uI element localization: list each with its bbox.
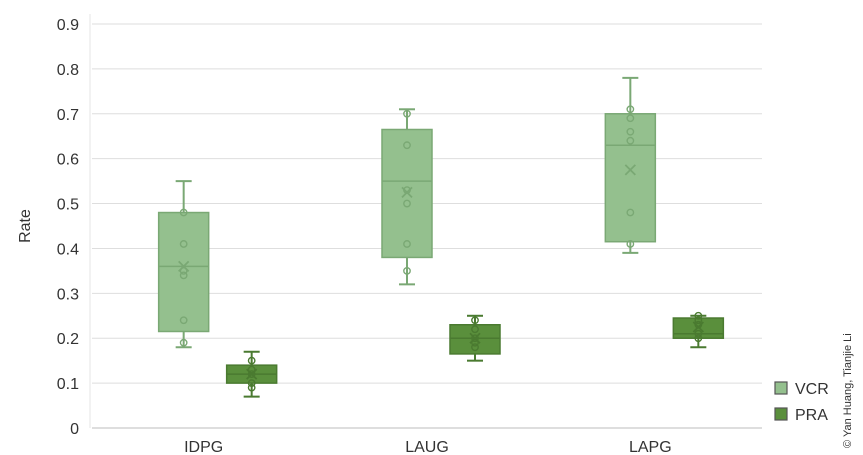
data-point: [471, 343, 479, 352]
box-vcr-idpg: [157, 180, 210, 349]
y-tick-label: 0.3: [57, 286, 79, 303]
y-axis-label: Rate: [17, 209, 34, 243]
box-vcr-lapg: [604, 76, 657, 254]
data-point: [403, 199, 411, 208]
y-tick-label: 0: [70, 421, 79, 438]
legend-label-vcr: VCR: [795, 381, 829, 398]
data-point: [247, 379, 256, 388]
y-tick-label: 0.7: [57, 107, 79, 124]
box-pra-lapg: [672, 311, 725, 349]
data-point: [179, 240, 188, 248]
legend: VCR PRA: [774, 381, 829, 424]
x-tick-label: IDPG: [184, 439, 223, 455]
data-point: [626, 105, 635, 114]
data-point: [626, 127, 635, 136]
data-point: [179, 338, 188, 347]
y-tick-label: 0.2: [57, 331, 79, 348]
y-tick-label: 0.1: [57, 376, 79, 393]
data-point: [247, 356, 256, 365]
mean-marker: [692, 321, 704, 333]
y-tick-label: 0.9: [57, 17, 79, 34]
data-point: [626, 208, 635, 217]
box-vcr-laug: [381, 108, 433, 286]
data-point: [403, 109, 411, 118]
series-vcr: [157, 76, 657, 349]
data-point: [694, 334, 703, 343]
data-point: [403, 240, 411, 248]
data-point: [179, 271, 188, 280]
data-point: [626, 114, 635, 123]
data-point: [471, 325, 479, 334]
box-iqr: [604, 113, 657, 243]
data-point: [403, 141, 411, 150]
mean-marker: [469, 332, 481, 344]
legend-swatch-pra: [774, 407, 788, 421]
y-tick-label: 0.6: [57, 152, 79, 169]
x-tick-label: LAUG: [405, 439, 449, 455]
mean-marker: [178, 260, 190, 273]
data-point: [626, 240, 635, 248]
y-tick-label: 0.4: [57, 241, 79, 258]
box-pra-laug: [449, 314, 501, 362]
data-point: [179, 316, 188, 325]
data-point: [179, 208, 188, 217]
data-point: [403, 266, 411, 275]
legend-swatch-vcr: [774, 381, 788, 395]
data-point: [179, 266, 188, 275]
data-point: [471, 316, 479, 325]
x-tick-label: LAPG: [629, 439, 672, 455]
copyright-credit: © Yan Huang, Tianjie Li: [842, 333, 854, 448]
legend-label-pra: PRA: [795, 407, 828, 424]
mean-marker: [401, 186, 413, 198]
data-point: [694, 311, 703, 320]
box-series: [157, 76, 725, 398]
data-point: [247, 383, 256, 392]
axes: 0 0.1 0.2 0.3 0.4 0.5 0.6 0.7 0.8 0.9 Rate IDPG LAUG…: [17, 14, 672, 455]
y-tick-label: 0.5: [57, 197, 79, 214]
data-point: [247, 365, 256, 374]
y-tick-label: 0.8: [57, 62, 79, 79]
series-pra: [225, 311, 725, 398]
mean-marker: [624, 164, 636, 176]
data-point: [471, 334, 479, 343]
mean-marker: [246, 368, 258, 380]
data-point: [694, 329, 703, 338]
data-point: [471, 338, 479, 347]
data-point: [247, 370, 256, 379]
box-pra-idpg: [225, 350, 278, 398]
data-point: [694, 316, 703, 325]
data-point: [626, 136, 635, 145]
